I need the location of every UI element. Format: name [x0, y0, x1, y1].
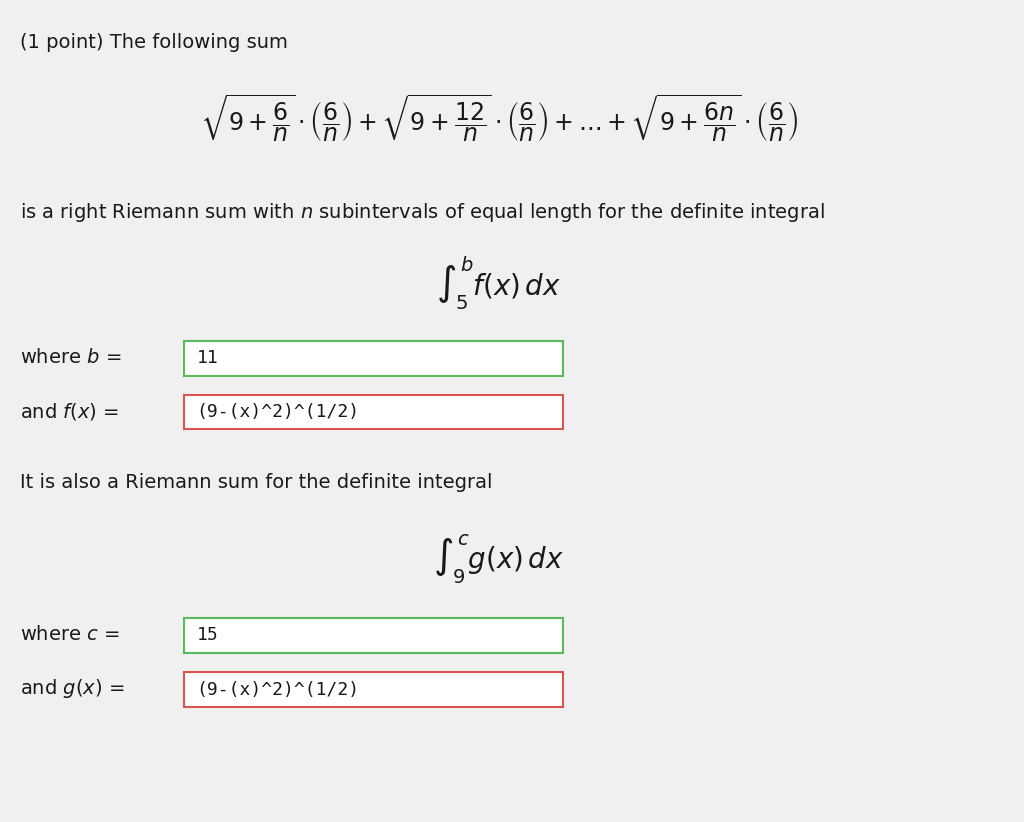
Text: (9-(x)^2)^(1/2): (9-(x)^2)^(1/2) — [197, 403, 359, 421]
Text: $\int_{5}^{b} f(x)\, dx$: $\int_{5}^{b} f(x)\, dx$ — [436, 255, 561, 312]
Text: 15: 15 — [197, 626, 218, 644]
FancyBboxPatch shape — [184, 618, 563, 653]
Text: (9-(x)^2)^(1/2): (9-(x)^2)^(1/2) — [197, 681, 359, 699]
Text: and $g(x)$ =: and $g(x)$ = — [19, 677, 125, 700]
Text: where $b$ =: where $b$ = — [19, 348, 122, 367]
Text: $\int_{9}^{c} g(x)\, dx$: $\int_{9}^{c} g(x)\, dx$ — [433, 533, 564, 585]
Text: 11: 11 — [197, 349, 218, 367]
Text: and $f(x)$ =: and $f(x)$ = — [19, 400, 119, 422]
Text: It is also a Riemann sum for the definite integral: It is also a Riemann sum for the definit… — [19, 473, 493, 492]
FancyBboxPatch shape — [184, 672, 563, 707]
FancyBboxPatch shape — [184, 341, 563, 376]
FancyBboxPatch shape — [184, 395, 563, 429]
Text: $\sqrt{9+\dfrac{6}{n}}\cdot\left(\dfrac{6}{n}\right)+\sqrt{9+\dfrac{12}{n}}\cdot: $\sqrt{9+\dfrac{6}{n}}\cdot\left(\dfrac{… — [200, 93, 798, 145]
Text: is a right Riemann sum with $n$ subintervals of equal length for the definite in: is a right Riemann sum with $n$ subinter… — [19, 201, 824, 224]
Text: where $c$ =: where $c$ = — [19, 625, 120, 644]
Text: (1 point) The following sum: (1 point) The following sum — [19, 33, 288, 52]
